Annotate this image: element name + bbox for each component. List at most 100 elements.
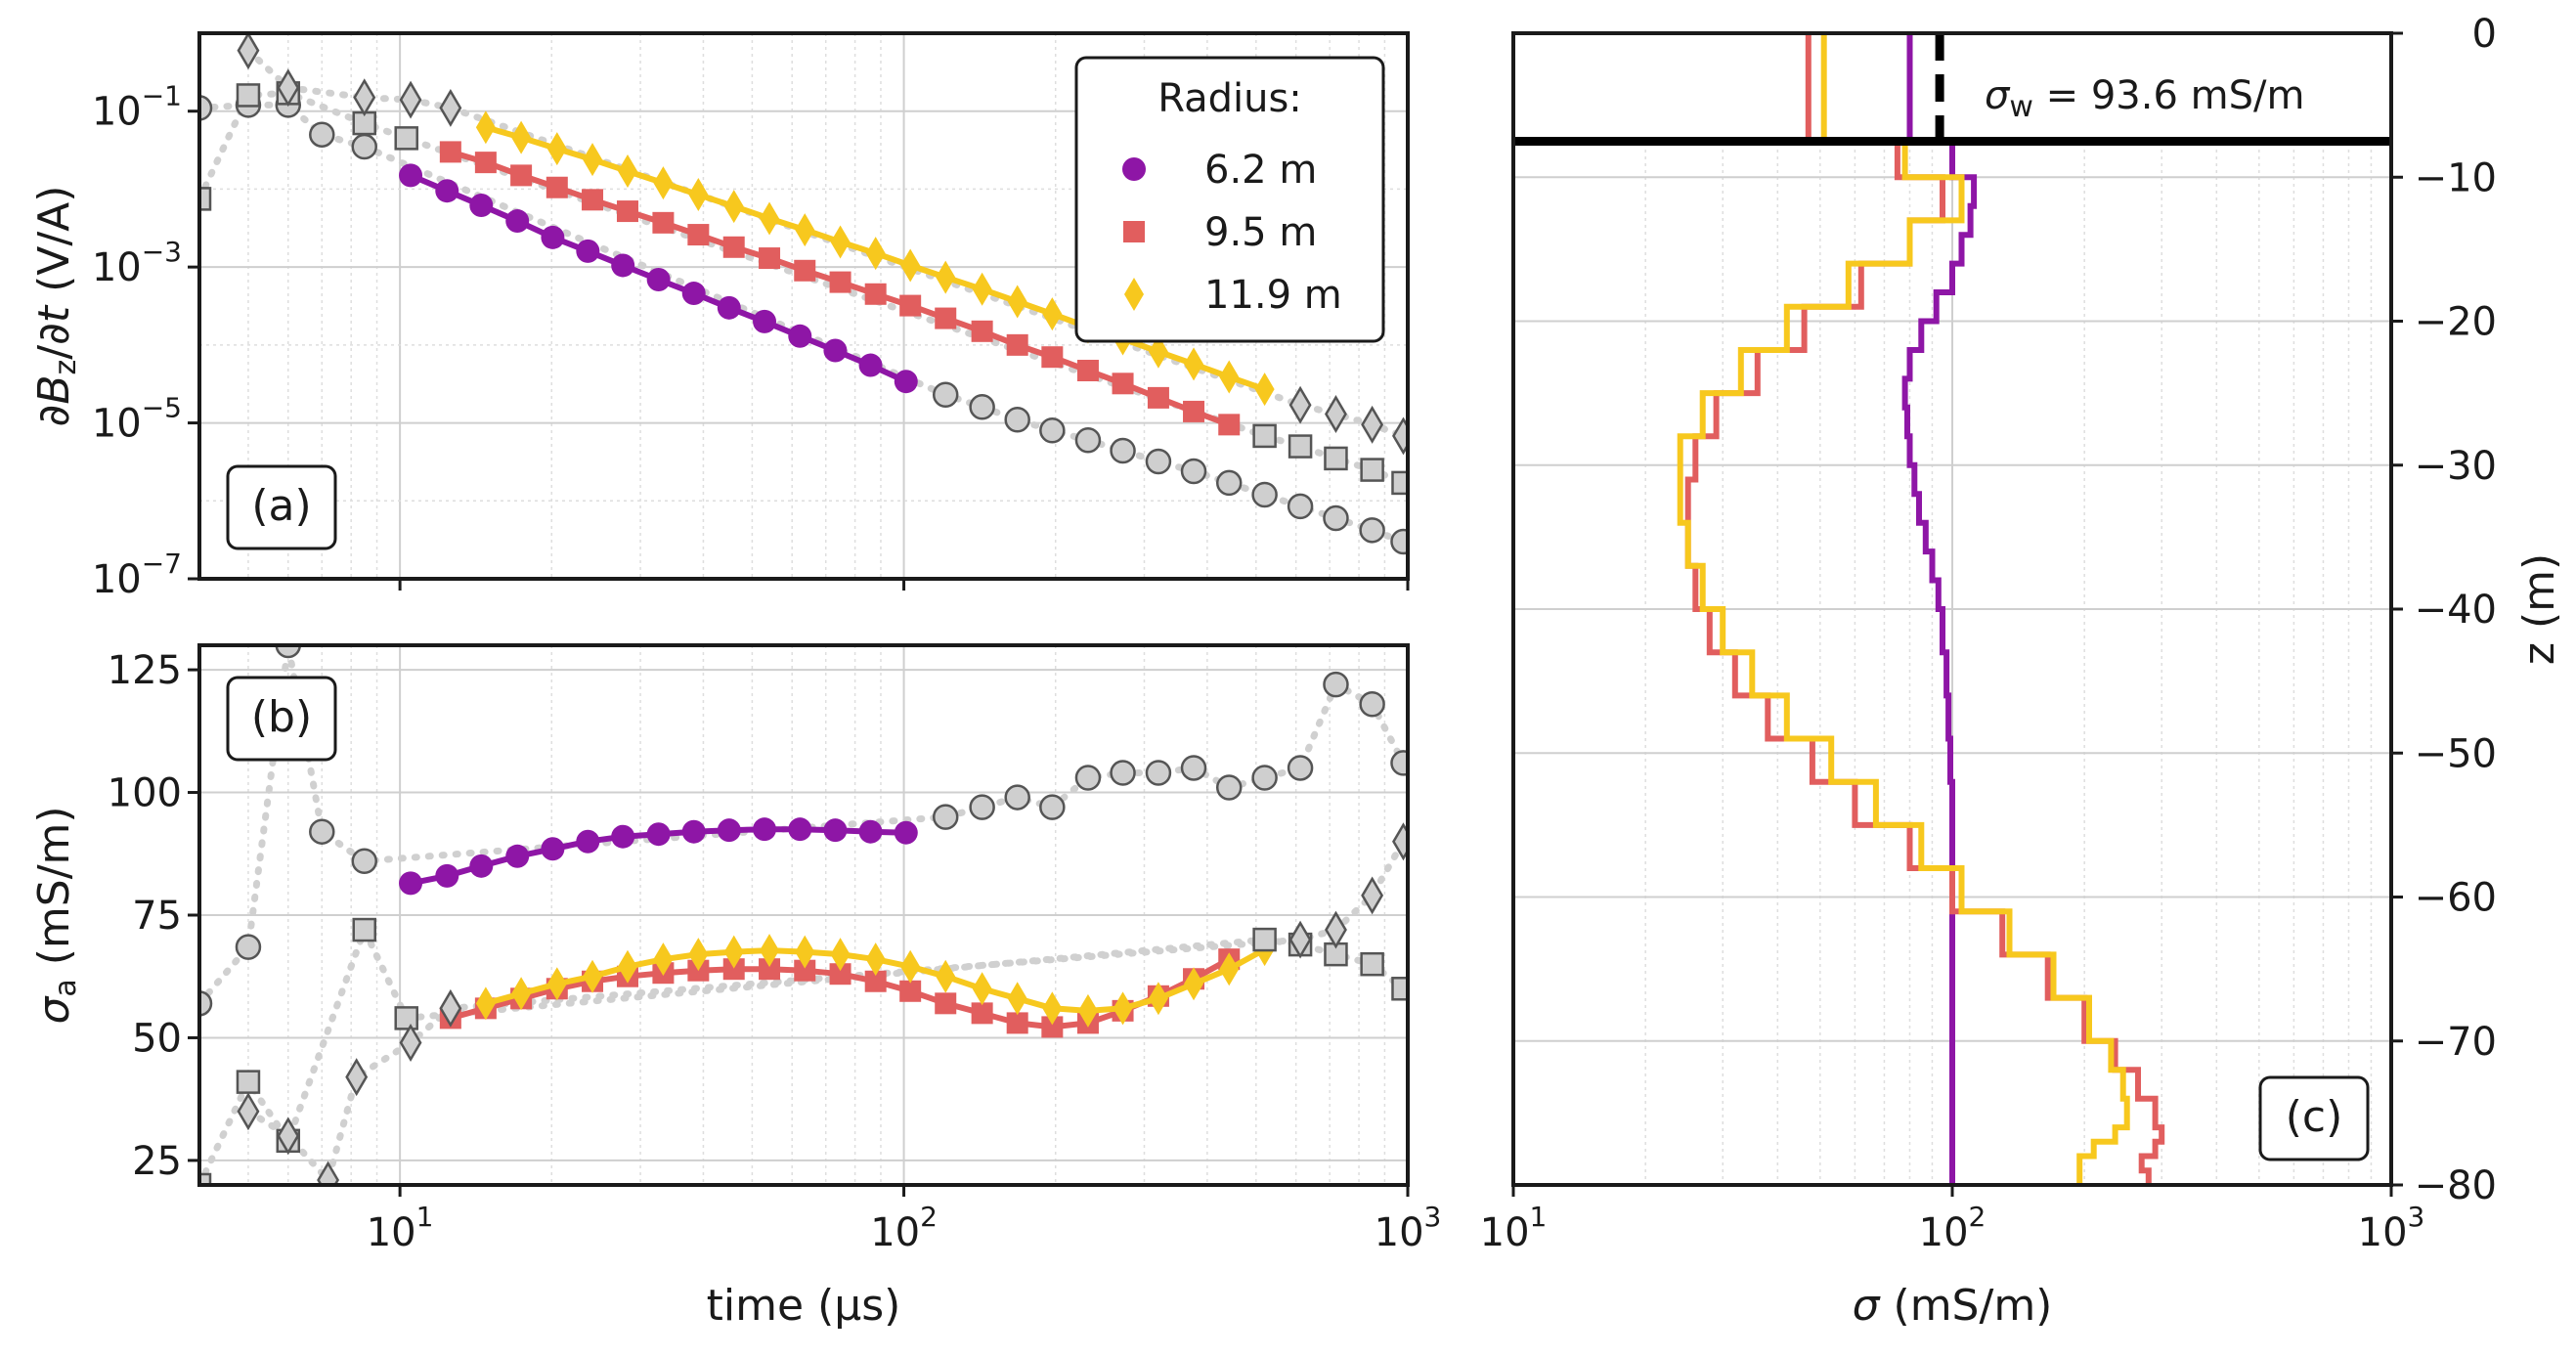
data-point-9-5-m xyxy=(722,236,745,258)
panel-b-grid xyxy=(198,645,1409,1185)
data-point-6-2-m xyxy=(576,239,600,263)
ylabel-dbzdt: ∂Bz/∂t (V/A) xyxy=(29,186,83,427)
data-point-6-2-m xyxy=(823,338,848,363)
data-point-6-2-m xyxy=(681,282,706,306)
data-point-early-late-9-5-m xyxy=(394,1006,418,1030)
data-point-11-9-m xyxy=(723,935,744,969)
data-point-early-late-6-2-m xyxy=(1145,448,1172,475)
data-point-11-9-m xyxy=(1077,993,1098,1028)
data-point-early-late-6-2-m xyxy=(1110,437,1136,464)
panel-a-ylabel: ∂Bz/∂t (V/A) xyxy=(29,186,83,427)
data-point-6-2-m xyxy=(681,819,706,844)
data-point-9-5-m xyxy=(510,164,533,187)
y-tick-label: −50 xyxy=(2415,731,2497,776)
data-point-9-5-m xyxy=(1147,386,1169,409)
data-point-11-9-m xyxy=(1254,372,1275,407)
data-point-early-late-9-5-m xyxy=(1391,977,1408,1001)
data-point-6-2-m xyxy=(717,818,741,843)
series-line-early-late-11-9-m xyxy=(244,838,1407,1185)
data-point-6-2-m xyxy=(435,863,459,888)
data-point-early-late-6-2-m xyxy=(1287,755,1314,781)
data-point-6-2-m xyxy=(788,817,812,842)
data-point-6-2-m xyxy=(717,295,741,320)
data-point-early-late-6-2-m xyxy=(1004,407,1030,433)
data-point-6-2-m xyxy=(505,844,530,868)
data-point-6-2-m xyxy=(469,193,494,217)
y-tick-label: −70 xyxy=(2415,1020,2497,1065)
data-point-11-9-m xyxy=(1042,297,1063,331)
data-point-early-late-6-2-m xyxy=(932,381,959,408)
data-point-9-5-m xyxy=(935,992,957,1015)
data-point-9-5-m xyxy=(1006,333,1028,356)
panel-b: 25 50 75 100 125 101 102 103 σa (mS/m) time (µs… xyxy=(29,643,1441,1331)
data-point-early-late-9-5-m xyxy=(236,1070,261,1094)
data-point-early-late-9-5-m xyxy=(1324,446,1348,471)
data-point-11-9-m xyxy=(760,201,780,236)
data-point-early-late-6-2-m xyxy=(969,394,995,420)
data-point-early-late-6-2-m xyxy=(1215,774,1243,801)
data-point-early-late-6-2-m xyxy=(1110,760,1136,786)
data-point-11-9-m xyxy=(1184,967,1204,1001)
ylabel-z: z (m) xyxy=(2514,553,2564,665)
data-point-11-9-m xyxy=(830,938,851,972)
data-point-9-5-m xyxy=(759,247,781,270)
legend: Radius: 6.2 m 9.5 m 11.9 m xyxy=(1074,56,1385,343)
data-point-11-9-m xyxy=(475,986,496,1021)
data-point-6-2-m xyxy=(788,324,812,348)
data-point-9-5-m xyxy=(899,294,922,317)
data-point-11-9-m xyxy=(688,178,709,212)
data-point-11-9-m xyxy=(1219,952,1240,986)
data-point-11-9-m xyxy=(760,934,780,968)
data-point-early-late-11-9-m xyxy=(317,1161,340,1185)
data-point-9-5-m xyxy=(1112,372,1134,395)
y-tick-label: 10−7 xyxy=(92,548,182,602)
y-tick-label: −40 xyxy=(2415,588,2497,633)
data-point-early-late-11-9-m xyxy=(1392,416,1408,456)
data-point-9-5-m xyxy=(829,271,851,293)
data-point-early-late-9-5-m xyxy=(1252,927,1277,952)
data-point-9-5-m xyxy=(1041,1016,1064,1038)
data-point-early-late-6-2-m xyxy=(1074,765,1102,791)
legend-label-9-5-m: 9.5 m xyxy=(1204,210,1317,255)
data-point-11-9-m xyxy=(653,942,674,977)
data-point-early-late-9-5-m xyxy=(199,187,212,211)
data-point-6-2-m xyxy=(611,253,635,278)
panel-c-label: (c) xyxy=(2286,1092,2343,1142)
panel-c-series xyxy=(1513,33,2391,1185)
series-line-early-late-9-5-m xyxy=(199,921,1407,1185)
panel-a-ticks: 10−1 10−3 10−5 10−7 xyxy=(92,80,1410,602)
data-point-early-late-6-2-m xyxy=(1251,765,1278,791)
panel-a-label: (a) xyxy=(251,481,311,531)
data-point-9-5-m xyxy=(1076,359,1099,381)
data-point-early-late-6-2-m xyxy=(1390,750,1408,776)
data-point-11-9-m xyxy=(900,949,921,984)
data-point-early-late-6-2-m xyxy=(1004,784,1030,810)
water-conductivity-annotation: σw = 93.6 mS/m xyxy=(1985,73,2304,124)
data-point-11-9-m xyxy=(865,942,886,977)
data-point-early-late-11-9-m xyxy=(1288,385,1312,424)
data-point-early-late-11-9-m xyxy=(1325,910,1347,949)
data-point-11-9-m xyxy=(688,938,709,972)
panel-c: 0 −10 −20 −30 −40 −50 −60 −70 −80 101 102 103 z (m)… xyxy=(1480,12,2564,1331)
xlabel-time: time (µs) xyxy=(707,1281,901,1331)
data-point-early-late-6-2-m xyxy=(351,133,377,160)
data-point-early-late-11-9-m xyxy=(439,988,462,1028)
data-point-early-late-6-2-m xyxy=(1215,469,1243,497)
data-point-11-9-m xyxy=(1148,334,1168,369)
data-point-11-9-m xyxy=(511,977,532,1011)
data-point-11-9-m xyxy=(653,166,674,200)
y-tick-label: −20 xyxy=(2415,300,2497,345)
y-tick-label: 10−1 xyxy=(92,80,182,135)
data-point-11-9-m xyxy=(795,935,815,969)
data-point-early-late-6-2-m xyxy=(969,794,995,820)
data-point-9-5-m xyxy=(971,320,993,342)
data-point-early-late-6-2-m xyxy=(932,804,959,830)
data-point-9-5-m xyxy=(687,224,710,246)
data-point-early-late-6-2-m xyxy=(1323,504,1349,532)
data-point-9-5-m xyxy=(794,959,816,982)
data-point-early-late-6-2-m xyxy=(235,934,262,960)
legend-label-11-9-m: 11.9 m xyxy=(1204,273,1342,318)
panel-c-label-box: (c) xyxy=(2258,1075,2370,1161)
data-point-11-9-m xyxy=(546,132,567,166)
data-point-early-late-11-9-m xyxy=(399,80,422,119)
